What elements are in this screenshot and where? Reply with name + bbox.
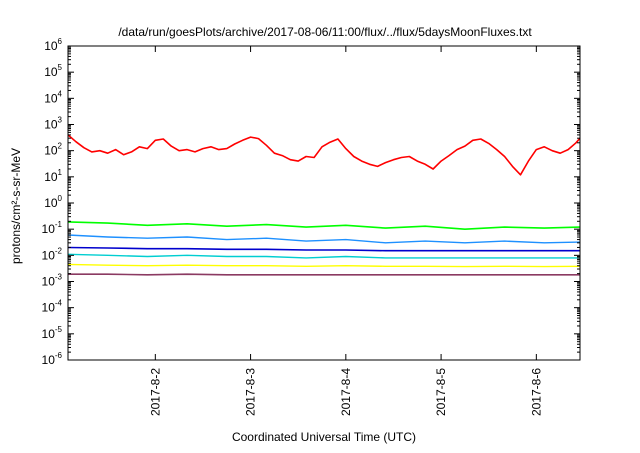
y-tick-exponent: -3 (55, 273, 63, 282)
y-tick-label: 101 (44, 168, 62, 184)
x-tick-label: 2017-8-2 (148, 368, 162, 416)
series-line-6 (67, 263, 581, 268)
y-tick-exponent: 5 (58, 63, 63, 72)
series-line-2 (67, 221, 581, 230)
series-line-5 (67, 246, 580, 252)
x-tick-label: 2017-8-6 (529, 368, 543, 416)
series-line-7 (68, 273, 580, 276)
series-layer (67, 134, 581, 276)
series-line-1 (67, 134, 581, 176)
y-tick-label: 106 (44, 37, 62, 53)
y-tick-label: 100 (44, 194, 62, 210)
y-tick-label: 10-1 (42, 220, 63, 236)
y-tick-label: 105 (44, 63, 62, 79)
x-axis: 2017-8-2 2017-8-3 2017-8-4 2017-8-5 2017-8-6 (148, 46, 543, 416)
x-tick-label: 2017-8-3 (244, 368, 258, 416)
y-tick-label: 10-4 (42, 299, 63, 315)
y-tick-label: 102 (44, 142, 62, 158)
y-axis-label: protons/cm²-s-sr-MeV (9, 148, 23, 264)
y-tick-exponent: 4 (58, 89, 63, 98)
y-tick-label: 10-3 (42, 273, 63, 289)
plot-frame (67, 45, 581, 361)
x-tick-label: 2017-8-5 (434, 368, 448, 416)
y-tick-label: 104 (44, 89, 62, 105)
y-tick-exponent: 1 (58, 168, 63, 177)
y-tick-label: 10-5 (42, 325, 63, 341)
y-tick-exponent: 3 (58, 116, 63, 125)
y-tick-label: 10-6 (42, 351, 63, 367)
y-tick-exponent: -6 (55, 351, 63, 360)
y-tick-exponent: 0 (58, 194, 63, 203)
y-tick-exponent: -5 (55, 325, 63, 334)
y-tick-exponent: 6 (58, 37, 63, 46)
x-axis-label: Coordinated Universal Time (UTC) (232, 430, 416, 444)
y-tick-label: 103 (44, 116, 62, 132)
series-line-4 (67, 253, 580, 259)
y-tick-label: 10-2 (42, 246, 63, 262)
y-axis: 10-610-510-410-310-210-11001011021031041… (42, 37, 580, 367)
y-tick-exponent: -1 (55, 220, 63, 229)
x-tick-label: 2017-8-4 (339, 368, 353, 416)
y-tick-exponent: -4 (55, 299, 63, 308)
y-tick-exponent: 2 (58, 142, 63, 151)
y-tick-exponent: -2 (55, 246, 63, 255)
chart-title: /data/run/goesPlots/archive/2017-08-06/1… (118, 25, 532, 39)
series-line-3 (67, 234, 581, 244)
